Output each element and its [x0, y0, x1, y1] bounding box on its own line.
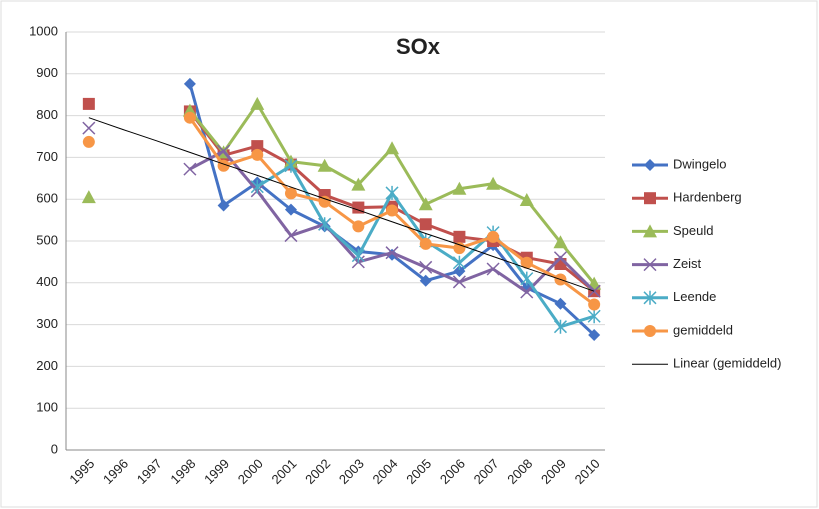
marker: [217, 199, 230, 212]
marker: [351, 248, 365, 263]
marker: [284, 229, 298, 243]
marker: [419, 237, 432, 250]
marker: [351, 177, 366, 191]
marker: [352, 201, 365, 214]
marker: [520, 256, 533, 269]
legend-label: Dwingelo: [673, 156, 726, 171]
legend-marker: [643, 258, 657, 272]
marker: [386, 204, 399, 217]
marker: [554, 297, 567, 310]
marker: [385, 141, 400, 155]
marker: [385, 185, 399, 200]
marker: [487, 230, 500, 243]
legend-label: Linear (gemiddeld): [673, 356, 781, 371]
marker: [519, 193, 534, 207]
marker: [452, 255, 466, 270]
marker: [453, 265, 466, 278]
marker: [250, 179, 264, 194]
marker: [183, 77, 196, 90]
legend-marker: [643, 224, 657, 238]
trend-line: [88, 117, 595, 292]
legend-marker: [644, 159, 656, 171]
marker: [251, 140, 264, 153]
marker: [588, 298, 601, 311]
legend-marker: [643, 290, 657, 305]
marker: [183, 162, 197, 176]
series: [88, 117, 595, 292]
marker: [419, 274, 432, 287]
series: [81, 96, 602, 290]
marker: [418, 197, 433, 211]
marker: [352, 220, 365, 233]
legend-label: Speuld: [673, 223, 713, 238]
marker: [419, 260, 433, 274]
legend-label: gemiddeld: [673, 322, 733, 337]
marker: [452, 181, 467, 195]
y-tick-label: 700: [36, 149, 58, 164]
marker: [486, 262, 500, 276]
marker: [588, 329, 601, 342]
marker: [385, 246, 399, 260]
series: [82, 111, 601, 311]
marker: [486, 176, 501, 190]
marker: [318, 217, 332, 232]
marker: [553, 251, 567, 265]
y-tick-label: 400: [36, 274, 58, 289]
marker: [318, 195, 331, 208]
marker: [520, 285, 534, 299]
marker: [284, 203, 297, 216]
y-tick-label: 1000: [29, 23, 58, 38]
legend-label: Leende: [673, 289, 716, 304]
y-tick-label: 200: [36, 358, 58, 373]
marker: [520, 271, 534, 286]
marker: [587, 309, 601, 324]
marker: [250, 96, 265, 110]
y-tick-label: 900: [36, 65, 58, 80]
y-tick-label: 0: [51, 441, 58, 456]
marker: [82, 97, 95, 110]
y-tick-label: 100: [36, 400, 58, 415]
legend-marker: [644, 325, 656, 337]
marker: [183, 111, 196, 124]
marker: [217, 144, 231, 158]
y-tick-label: 500: [36, 232, 58, 247]
marker: [317, 158, 332, 172]
marker: [453, 242, 466, 255]
chart-title: SOx: [396, 34, 441, 59]
marker: [419, 218, 432, 231]
marker: [82, 121, 96, 135]
y-tick-label: 600: [36, 191, 58, 206]
marker: [553, 235, 568, 249]
marker: [82, 135, 95, 148]
legend-label: Hardenberg: [673, 190, 742, 205]
marker: [251, 148, 264, 161]
marker: [553, 319, 567, 334]
marker: [81, 190, 96, 204]
marker: [284, 158, 298, 173]
marker: [453, 230, 466, 243]
y-tick-label: 300: [36, 316, 58, 331]
marker: [452, 275, 466, 289]
legend-label: Zeist: [673, 256, 702, 271]
y-tick-label: 800: [36, 107, 58, 122]
marker: [386, 248, 399, 261]
legend-marker: [644, 192, 656, 205]
marker: [284, 187, 297, 200]
